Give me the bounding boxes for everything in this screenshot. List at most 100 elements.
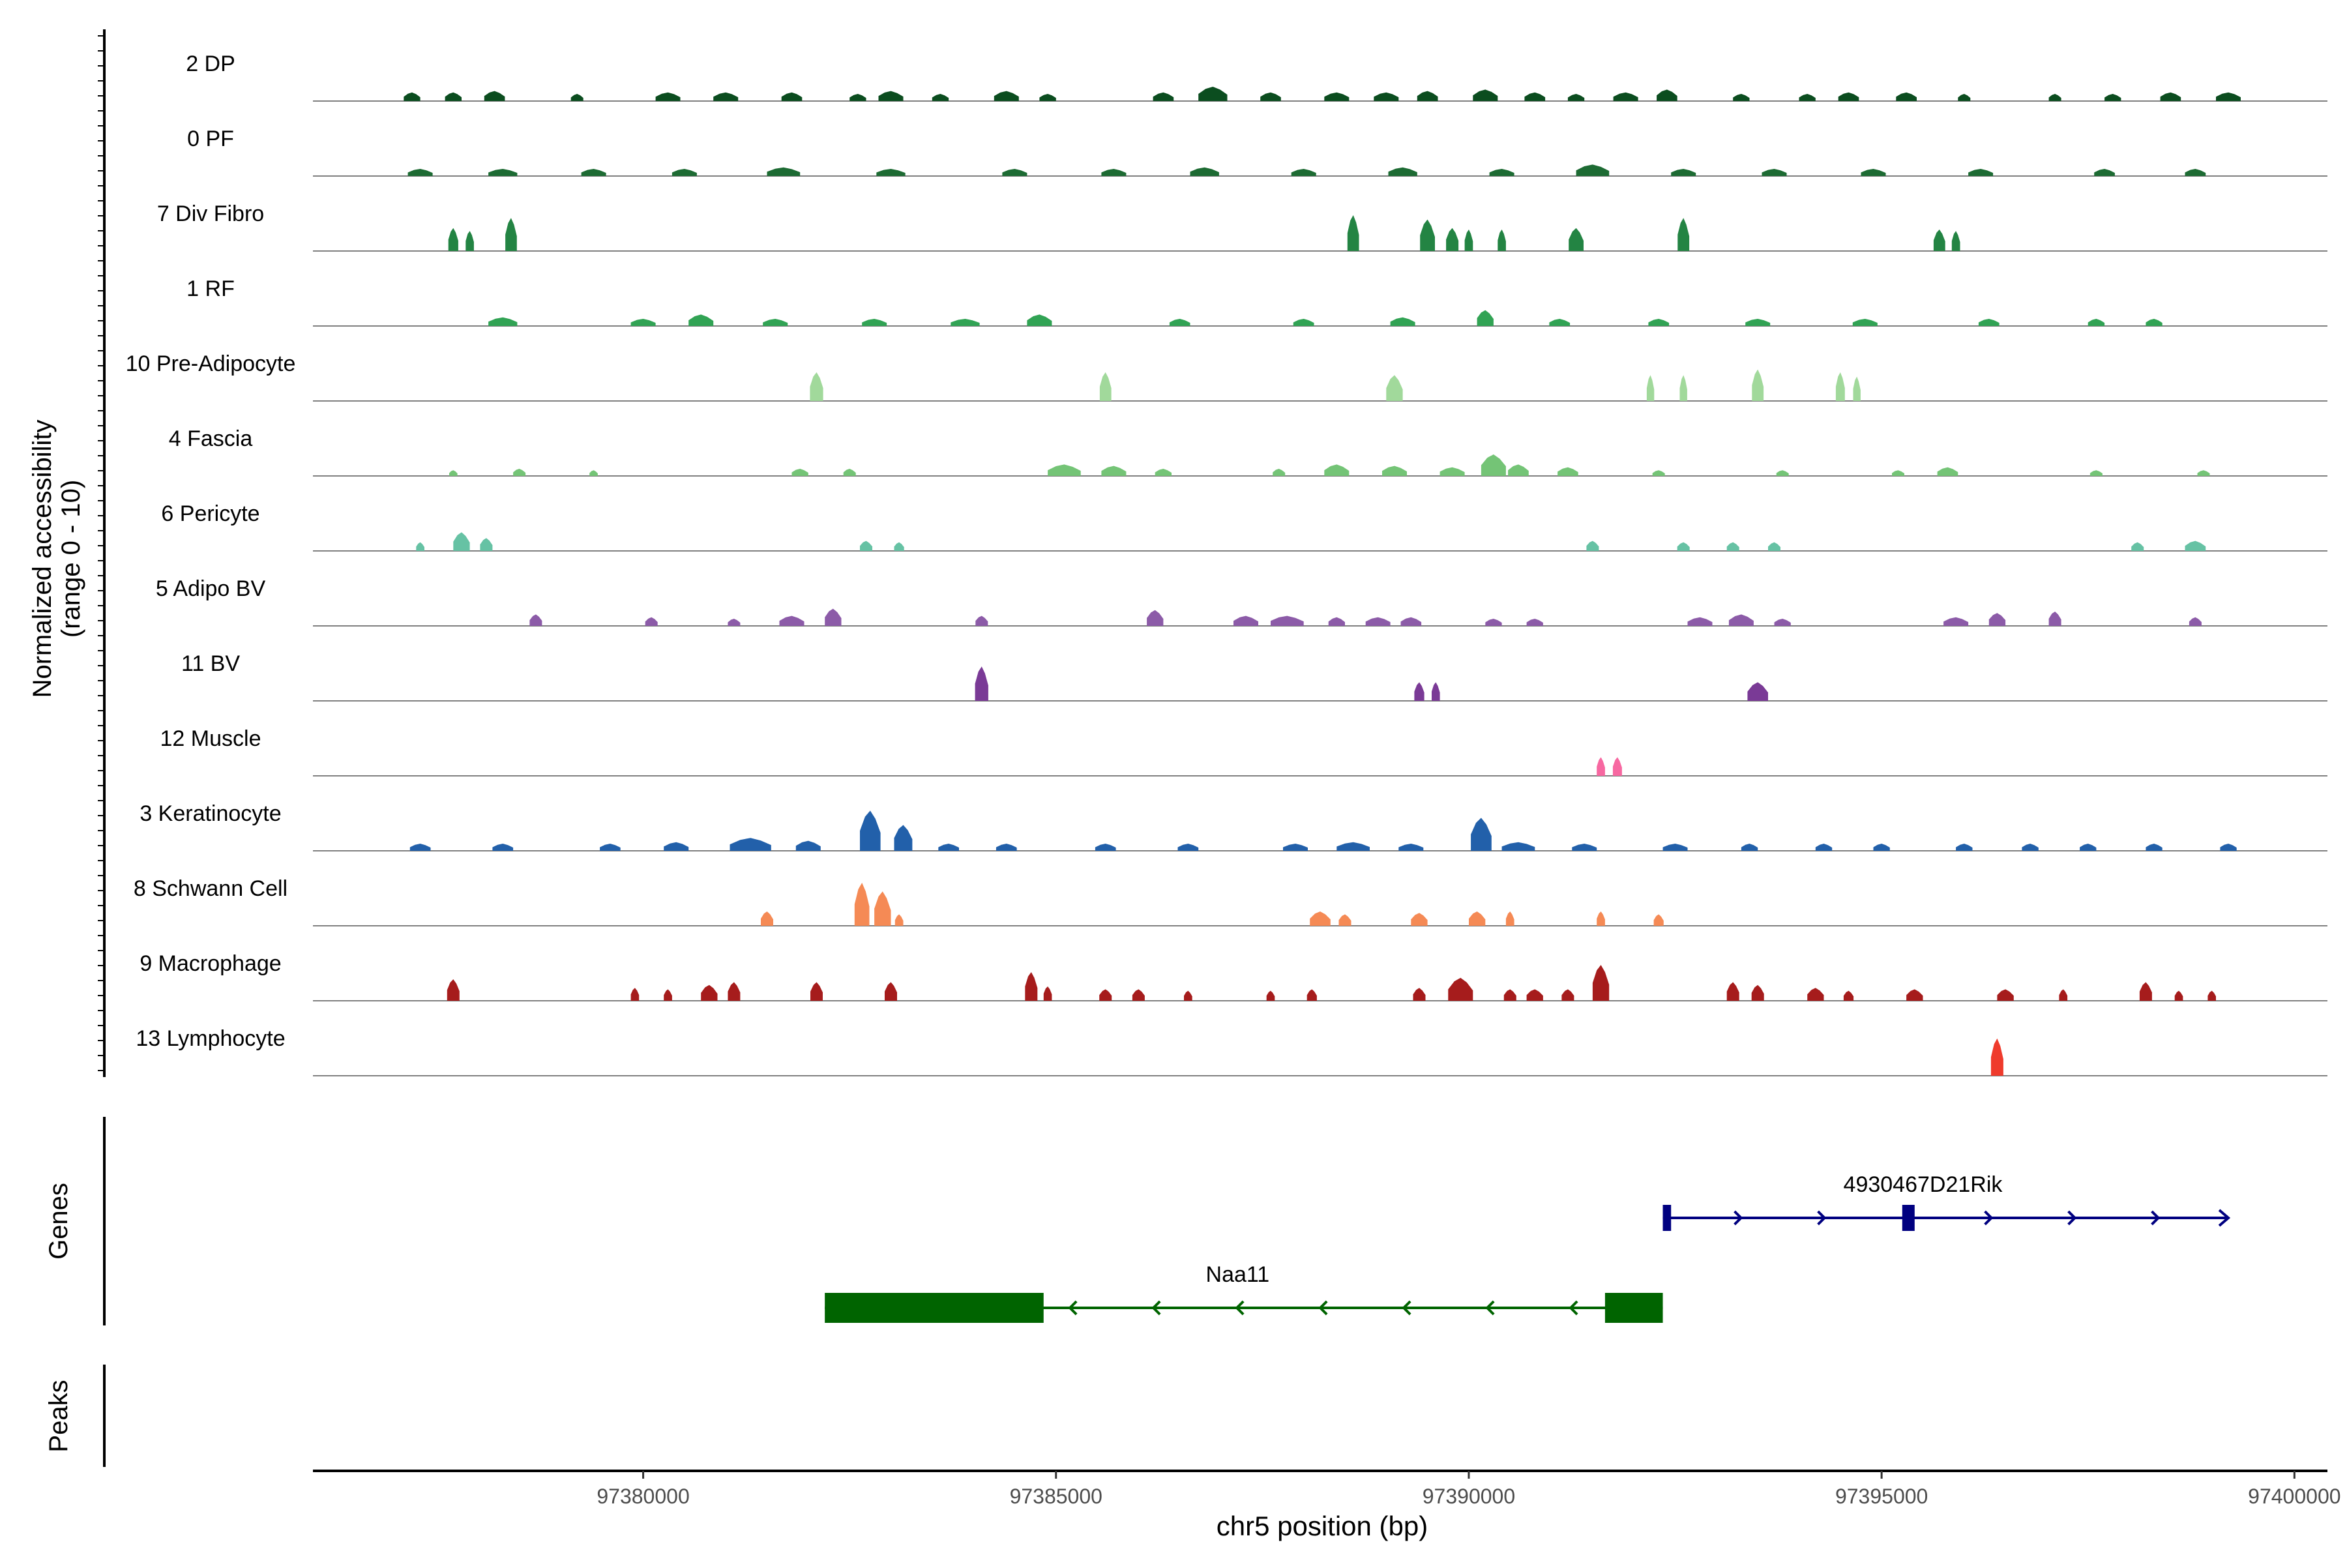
accessibility-peak [810,982,823,1001]
accessibility-peak [1471,818,1492,851]
gene-naa11: Naa11 [825,1262,1663,1323]
accessibility-peak [1027,314,1052,326]
accessibility-peak [2220,844,2237,851]
accessibility-peak [1835,372,1845,401]
accessibility-peak [1099,989,1112,1001]
accessibility-peak [854,883,870,926]
accessibility-peak [1569,228,1584,251]
accessibility-peak [672,169,697,176]
accessibility-peak [1505,911,1514,926]
accessibility-peak [975,666,988,701]
track-8-schwann-cell: 8 Schwann Cell [134,876,2327,926]
x-tick-label: 97400000 [2248,1485,2340,1508]
accessibility-peak [1968,169,1994,176]
strand-arrow [1984,1210,1994,1226]
track-label: 5 Adipo BV [156,576,266,601]
accessibility-peak [713,92,739,101]
accessibility-peak [1101,169,1127,176]
track-label: 0 PF [187,126,234,151]
y-axis-label-line2: (range 0 - 10) [57,480,85,638]
accessibility-peak [894,825,913,851]
accessibility-peak [1892,470,1904,476]
accessibility-peak [1762,169,1787,176]
x-axis: 97380000 97385000 97390000 97395000 97400000 [313,1470,2341,1508]
track-label: 11 BV [181,651,240,676]
accessibility-peak [1469,911,1486,926]
track-label: 7 Div Fibro [157,201,264,226]
track-label: 4 Fascia [169,426,253,451]
accessibility-peak [1432,682,1440,701]
accessibility-peak [513,469,526,476]
accessibility-peak [1153,92,1174,101]
gene-exon [1662,1205,1672,1231]
accessibility-peak [664,842,689,851]
accessibility-peak [1400,617,1422,626]
accessibility-peak [1388,167,1417,176]
accessibility-peak [1048,464,1081,476]
accessibility-peak [2094,169,2115,176]
accessibility-peak [810,372,823,401]
accessibility-peak [1873,844,1890,851]
accessibility-peak [480,538,493,551]
accessibility-peak [1906,989,1923,1001]
accessibility-peak [1233,615,1258,626]
accessibility-peak [1413,988,1426,1001]
accessibility-peak [1677,218,1690,251]
accessibility-peak [2216,92,2241,101]
gene-name: Naa11 [1206,1262,1270,1287]
track-label: 10 Pre-Adipocyte [126,351,296,376]
accessibility-peak [2048,94,2061,101]
accessibility-peak [1508,464,1529,476]
accessibility-peak [1365,617,1391,626]
accessibility-peak [1592,965,1610,1001]
strand-arrow [1817,1210,1827,1226]
accessibility-peak [488,317,518,326]
accessibility-peak [1990,1038,2003,1076]
accessibility-peak [1774,619,1791,626]
gene-exon [1902,1205,1915,1231]
track-10-pre-adipocyte: 10 Pre-Adipocyte [126,351,2327,402]
genes-group: 4930467D21Rik Naa11 [825,1172,2231,1323]
accessibility-peak [655,92,681,101]
track-2-dp: 2 DP [186,52,2327,102]
tracks-group: 2 DP 0 PF 7 Div Fibro 1 RF 10 Pre-Adipocyte 4… [126,52,2327,1076]
strand-arrow [2151,1210,2161,1226]
track-7-div-fibro: 7 Div Fibro [157,201,2327,252]
accessibility-peak [878,91,904,101]
strand-arrow [1734,1210,1743,1226]
accessibility-peak [728,982,741,1001]
accessibility-peak [763,319,788,326]
accessibility-peak [795,840,821,851]
accessibility-peak [876,169,906,176]
accessibility-peak [1025,972,1038,1001]
accessibility-peak [645,617,658,626]
accessibility-peak [1464,229,1473,251]
accessibility-peak [932,94,949,101]
strand-arrow [1068,1300,1078,1316]
accessibility-peak [728,619,741,626]
accessibility-peak [1799,94,1816,101]
accessibility-peak [2104,94,2121,101]
track-6-pericyte: 6 Pericyte [161,501,2327,552]
accessibility-peak [2185,169,2206,176]
accessibility-peak [1956,844,1973,851]
accessibility-peak [1526,989,1543,1001]
accessibility-peak [1043,986,1052,1001]
accessibility-peak [2080,844,2097,851]
accessibility-peak [1861,169,1886,176]
track-label: 6 Pericyte [161,501,259,526]
accessibility-peak [996,844,1017,851]
accessibility-peak [1657,89,1677,101]
accessibility-peak [416,542,424,551]
gene-4930467d21rik: 4930467D21Rik [1662,1172,2231,1231]
accessibility-peak [1751,984,1764,1001]
accessibility-peak [1586,540,1599,551]
accessibility-peak [1283,844,1308,851]
accessibility-peak [465,231,474,251]
accessibility-peak [1597,911,1605,926]
accessibility-peak [1147,610,1164,626]
accessibility-peak [2174,990,2183,1001]
accessibility-peak [2189,617,2202,626]
